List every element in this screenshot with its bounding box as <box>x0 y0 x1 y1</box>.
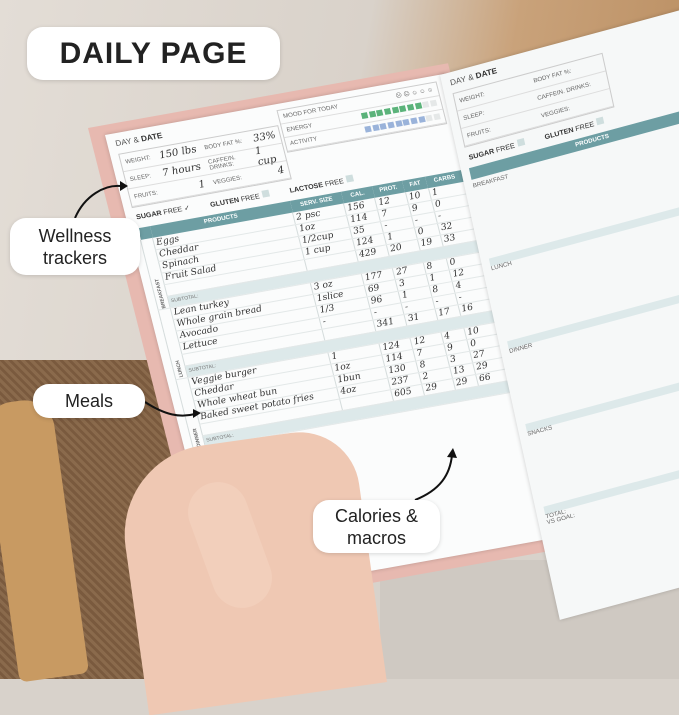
callout-calories-macros: Calories & macros <box>313 500 440 553</box>
callout-wellness-trackers: Wellness trackers <box>10 218 140 275</box>
callout-arrows <box>74 181 457 501</box>
page-title: DAILY PAGE <box>27 27 280 80</box>
callout-meals: Meals <box>33 384 145 418</box>
